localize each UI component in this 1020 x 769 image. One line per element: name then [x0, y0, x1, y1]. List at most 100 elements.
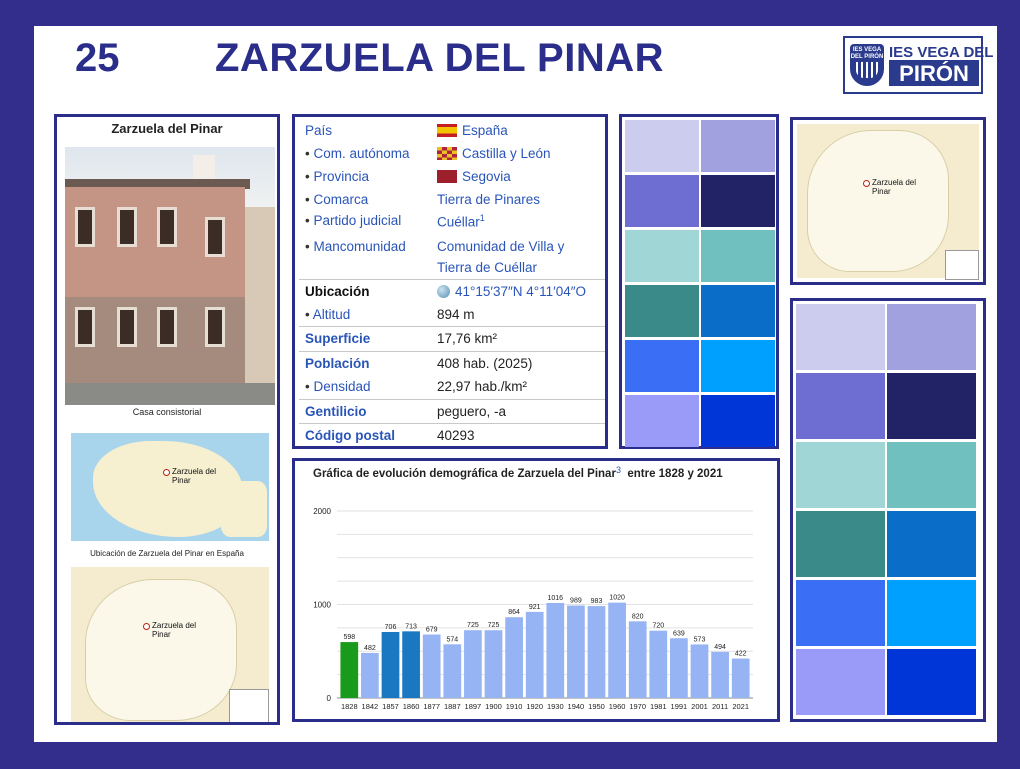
value-pais[interactable]: España — [462, 123, 508, 138]
shield-icon: IES VEGA DEL PIRÓN — [850, 44, 884, 86]
color-swatch — [625, 285, 699, 337]
x-tick-label: 1991 — [671, 702, 688, 711]
map-label: Pinar — [172, 476, 191, 485]
value-com[interactable]: Castilla y León — [462, 146, 551, 161]
bar-value-label: 725 — [488, 622, 500, 629]
color-swatch — [887, 580, 976, 646]
color-palette-small — [619, 114, 779, 449]
castilla-leon-flag-icon — [437, 147, 457, 160]
key-pais[interactable]: País — [305, 123, 333, 138]
key-provincia[interactable]: Provincia — [313, 169, 370, 184]
divider — [299, 279, 605, 280]
key-ubicacion: Ubicación — [305, 284, 370, 299]
key-mancomunidad[interactable]: Mancomunidad — [313, 239, 406, 254]
key-postal[interactable]: Código postal — [305, 428, 395, 443]
bar-value-label: 598 — [343, 634, 355, 641]
color-swatch — [796, 511, 885, 577]
map-label: Zarzuela del — [172, 467, 217, 476]
value-superficie: 17,76 km² — [437, 331, 498, 346]
chart-title-text: Gráfica de evolución demográfica de Zarz… — [313, 468, 616, 480]
bar-2021 — [731, 658, 750, 698]
color-swatch — [701, 340, 775, 392]
x-tick-label: 2001 — [691, 702, 708, 711]
value-partido[interactable]: Cuéllar — [437, 214, 480, 230]
map-label: Pinar — [152, 630, 171, 639]
bar-value-label: 864 — [508, 609, 520, 616]
bar-1857 — [381, 631, 400, 698]
x-tick-label: 1930 — [547, 702, 564, 711]
value-mancomunidad-1[interactable]: Comunidad de Villa y — [437, 239, 565, 254]
x-tick-label: 1920 — [526, 702, 543, 711]
value-provincia[interactable]: Segovia — [462, 169, 511, 184]
color-swatch — [701, 285, 775, 337]
divider — [299, 423, 605, 424]
bar-1900 — [484, 630, 503, 698]
info-table: País España • Com. autónoma Castilla y L… — [292, 114, 608, 449]
location-marker-icon — [863, 180, 870, 187]
y-tick-label: 1000 — [313, 601, 331, 610]
infobox-panel: Zarzuela del Pinar Casa consistorial Zar… — [54, 114, 280, 725]
x-tick-label: 1960 — [609, 702, 626, 711]
value-comarca[interactable]: Tierra de Pinares — [437, 192, 541, 207]
chart-svg: 0 1000 2000 598 1828 482 1842 706 1857 713 1860 679… — [313, 507, 753, 711]
logo-shield-text: IES VEGA DEL PIRÓN — [850, 47, 884, 60]
logo-line2: PIRÓN — [889, 60, 979, 86]
bar-value-label: 989 — [570, 598, 582, 605]
bar-value-label: 983 — [591, 598, 603, 605]
x-tick-label: 1910 — [506, 702, 523, 711]
spain-flag-icon — [437, 124, 457, 137]
key-altitud[interactable]: Altitud — [312, 307, 351, 322]
bar-1860 — [402, 631, 420, 698]
color-swatch — [701, 395, 775, 447]
y-tick-label: 0 — [327, 694, 332, 703]
key-superficie[interactable]: Superficie — [305, 331, 371, 346]
map-label: Zarzuela del — [152, 621, 197, 630]
color-swatch — [887, 373, 976, 439]
key-poblacion[interactable]: Población — [305, 356, 370, 371]
bullet: • — [305, 169, 310, 184]
value-mancomunidad-2[interactable]: Tierra de Cuéllar — [437, 260, 538, 275]
value-ubicacion[interactable]: 41°15′37″N 4°11′04″O — [455, 284, 587, 299]
bar-1828 — [340, 642, 359, 698]
value-densidad: 22,97 hab./km² — [437, 379, 528, 394]
bar-1930 — [546, 603, 565, 698]
bar-value-label: 494 — [714, 644, 726, 651]
bar-1877 — [422, 634, 441, 698]
slide-title: ZARZUELA DEL PINAR — [215, 36, 664, 80]
x-tick-label: 1828 — [341, 702, 358, 711]
x-tick-label: 1900 — [485, 702, 502, 711]
divider — [299, 326, 605, 327]
color-swatch — [796, 304, 885, 370]
bar-value-label: 679 — [426, 627, 438, 634]
bullet: • — [305, 213, 310, 228]
infobox-heading: Zarzuela del Pinar — [111, 121, 223, 136]
y-tick-label: 2000 — [313, 507, 331, 516]
bar-1887 — [443, 644, 462, 698]
key-densidad[interactable]: Densidad — [313, 379, 371, 394]
bar-value-label: 639 — [673, 630, 685, 637]
globe-icon[interactable] — [437, 285, 450, 298]
color-swatch — [625, 340, 699, 392]
color-swatch — [625, 175, 699, 227]
x-tick-label: 1860 — [403, 702, 420, 711]
location-marker-icon — [163, 469, 170, 476]
x-tick-label: 1877 — [423, 702, 440, 711]
key-comarca[interactable]: Comarca — [313, 192, 369, 207]
key-com[interactable]: Com. autónoma — [313, 146, 410, 161]
key-gentilicio[interactable]: Gentilicio — [305, 404, 367, 419]
color-palette-large — [790, 298, 986, 722]
bar-value-label: 482 — [364, 645, 376, 652]
spain-map-caption: Ubicación de Zarzuela del Pinar en Españ… — [90, 549, 244, 558]
bar-value-label: 1020 — [609, 595, 625, 602]
photo-caption: Casa consistorial — [132, 407, 202, 417]
chart-footnote-ref[interactable]: 3 — [615, 465, 621, 475]
key-partido[interactable]: Partido judicial — [313, 213, 402, 228]
bar-1970 — [628, 621, 647, 698]
chart-title-suffix: entre 1828 y 2021 — [627, 468, 723, 480]
color-swatch — [887, 304, 976, 370]
bar-1842 — [361, 652, 379, 698]
footnote-ref[interactable]: 1 — [479, 213, 485, 223]
color-swatch — [701, 230, 775, 282]
chart-title: Gráfica de evolución demográfica de Zarz… — [313, 465, 723, 480]
inset-map — [945, 250, 979, 280]
